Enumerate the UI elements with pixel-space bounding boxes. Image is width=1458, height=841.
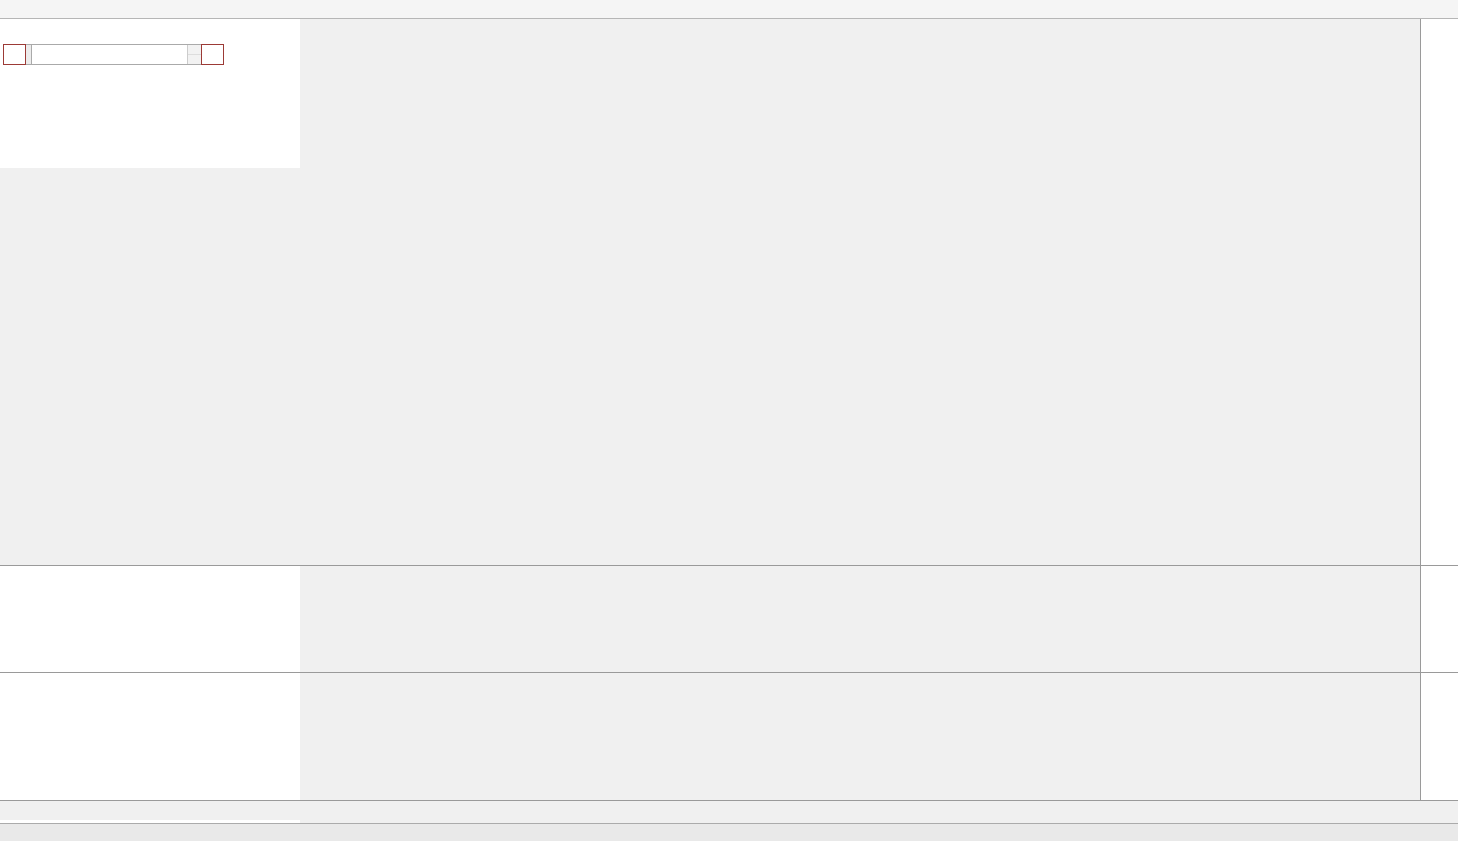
trade-panel-prices	[3, 68, 224, 105]
rsi-pane-canvas[interactable]	[0, 673, 300, 823]
pane-divider[interactable]	[0, 565, 1458, 566]
lot-dropdown-button[interactable]	[25, 44, 33, 65]
date-axis[interactable]	[0, 801, 1458, 820]
buy-button[interactable]	[201, 44, 225, 65]
lot-increase-button[interactable]	[188, 45, 202, 55]
buy-price-display[interactable]	[115, 68, 224, 105]
price-chart-canvas[interactable]	[0, 18, 300, 168]
lot-input[interactable]	[32, 45, 188, 64]
lot-decrease-button[interactable]	[188, 55, 202, 64]
pane-divider	[0, 800, 1458, 801]
sell-button[interactable]	[3, 44, 26, 65]
chart-tab-bar	[0, 823, 1458, 841]
scale-divider	[1420, 18, 1421, 800]
chart-header	[6, 27, 28, 39]
price-scale[interactable]	[1421, 18, 1458, 800]
lot-spinner	[187, 45, 202, 64]
macd-indicator-header	[5, 568, 15, 580]
timeframe-toolbar	[0, 0, 1458, 19]
pane-divider[interactable]	[0, 672, 1458, 673]
trade-panel-controls	[3, 44, 225, 65]
rsi-indicator-header	[5, 675, 10, 687]
lot-size-field	[32, 44, 202, 65]
sell-price-display[interactable]	[3, 68, 112, 105]
one-click-trade-panel	[3, 44, 225, 105]
